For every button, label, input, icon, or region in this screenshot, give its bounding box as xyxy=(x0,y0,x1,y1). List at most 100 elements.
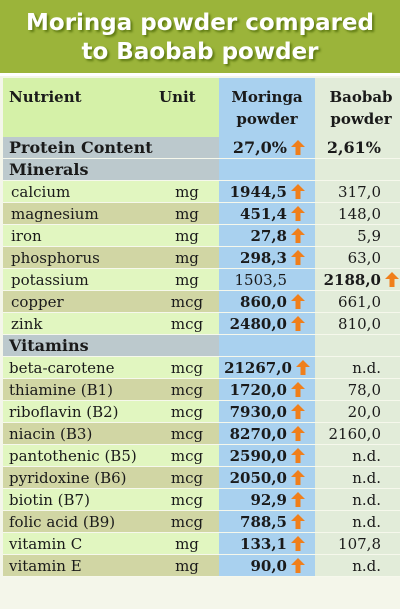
moringa-cell: 1720,0 xyxy=(219,378,315,401)
nutrient-name: niacin (B3) xyxy=(3,422,155,445)
nutrient-name: pantothenic (B5) xyxy=(3,444,155,467)
baobab-value: 661,0 xyxy=(338,292,381,311)
up-arrow-icon xyxy=(291,293,305,309)
moringa-cell: 2480,0 xyxy=(219,312,315,335)
baobab-cell: 317,0 xyxy=(315,180,400,203)
baobab-cell: n.d. xyxy=(315,466,400,489)
baobab-value: 2188,0 xyxy=(323,270,381,289)
section-row: Vitamins xyxy=(3,334,400,357)
unit-value: mcg xyxy=(155,488,219,511)
moringa-value: 298,3 xyxy=(240,248,287,267)
table-row: thiamine (B1) mcg 1720,0 78,0 xyxy=(3,378,400,401)
baobab-cell: 2160,0 xyxy=(315,422,400,445)
table-row: phosphorus mg 298,3 63,0 xyxy=(3,246,400,269)
section-baobab-cell xyxy=(315,158,400,181)
up-arrow-icon xyxy=(291,469,305,485)
up-arrow-icon xyxy=(291,205,305,221)
header-unit: Unit xyxy=(155,78,219,137)
baobab-cell: 107,8 xyxy=(315,532,400,555)
up-arrow-icon xyxy=(291,381,305,397)
baobab-cell: n.d. xyxy=(315,356,400,379)
up-arrow-icon xyxy=(295,359,310,375)
nutrient-name: potassium xyxy=(3,268,155,291)
nutrient-table: Nutrient Unit Moringa powder Baobab powd… xyxy=(3,78,400,577)
moringa-value: 2590,0 xyxy=(229,446,287,465)
moringa-value: 860,0 xyxy=(240,292,287,311)
moringa-cell: 860,0 xyxy=(219,290,315,313)
up-arrow-icon xyxy=(291,425,305,441)
nutrient-name: pyridoxine (B6) xyxy=(3,466,155,489)
baobab-cell: n.d. xyxy=(315,444,400,467)
baobab-cell: 63,0 xyxy=(315,246,400,269)
moringa-value: 451,4 xyxy=(240,204,287,223)
baobab-cell: n.d. xyxy=(315,488,400,511)
up-arrow-icon xyxy=(291,315,305,331)
baobab-value: 148,0 xyxy=(338,204,381,223)
baobab-cell: 810,0 xyxy=(315,312,400,335)
moringa-value: 1944,5 xyxy=(229,182,287,201)
nutrient-name: calcium xyxy=(3,180,155,203)
baobab-value: n.d. xyxy=(352,468,381,487)
table-row: potassium mg 1503,5 2188,0 xyxy=(3,268,400,291)
unit-value: mcg xyxy=(155,466,219,489)
baobab-cell: 148,0 xyxy=(315,202,400,225)
unit-value: mg xyxy=(155,180,219,203)
section-moringa-cell xyxy=(219,158,315,181)
moringa-cell: 451,4 xyxy=(219,202,315,225)
unit-value: mg xyxy=(155,224,219,247)
header-nutrient: Nutrient xyxy=(3,78,155,137)
baobab-cell: 2,61% xyxy=(315,137,400,159)
unit-value: mg xyxy=(155,268,219,291)
moringa-cell: 8270,0 xyxy=(219,422,315,445)
up-arrow-icon xyxy=(291,557,305,573)
header-baobab-line-2: powder xyxy=(330,110,392,128)
section-label: Vitamins xyxy=(3,334,155,357)
header-moringa-line-2: powder xyxy=(236,110,298,128)
table-row: folic acid (B9) mcg 788,5 n.d. xyxy=(3,510,400,533)
moringa-cell: 2590,0 xyxy=(219,444,315,467)
moringa-cell: 2050,0 xyxy=(219,466,315,489)
section-unit-cell xyxy=(155,334,219,357)
moringa-cell: 133,1 xyxy=(219,532,315,555)
baobab-cell: 20,0 xyxy=(315,400,400,423)
nutrient-name: magnesium xyxy=(3,202,155,225)
moringa-value: 8270,0 xyxy=(229,424,287,443)
moringa-value: 92,9 xyxy=(250,490,287,509)
unit-value: mcg xyxy=(155,400,219,423)
moringa-value: 1503,5 xyxy=(234,270,288,289)
unit-value: mg xyxy=(155,554,219,577)
baobab-value: 810,0 xyxy=(338,314,381,333)
nutrient-name: thiamine (B1) xyxy=(3,378,155,401)
up-arrow-icon xyxy=(291,183,305,199)
table-row: iron mg 27,8 5,9 xyxy=(3,224,400,247)
baobab-cell: 78,0 xyxy=(315,378,400,401)
baobab-cell: 2188,0 xyxy=(315,268,400,291)
nutrient-name: beta-carotene xyxy=(3,356,155,379)
up-arrow-icon xyxy=(291,227,305,243)
moringa-value: 2480,0 xyxy=(229,314,287,333)
table-row: beta-carotene mcg 21267,0 n.d. xyxy=(3,356,400,379)
moringa-cell: 27,0% xyxy=(219,137,315,159)
table-row: biotin (B7) mcg 92,9 n.d. xyxy=(3,488,400,511)
table-row: riboflavin (B2) mcg 7930,0 20,0 xyxy=(3,400,400,423)
unit-value: mg xyxy=(155,532,219,555)
protein-row: Protein Content 27,0% 2,61% xyxy=(3,137,400,159)
baobab-value: 317,0 xyxy=(338,182,381,201)
moringa-value: 788,5 xyxy=(240,512,287,531)
baobab-cell: n.d. xyxy=(315,554,400,577)
header-baobab: Baobab powder xyxy=(315,78,400,137)
title-line-1: Moringa powder compared xyxy=(26,10,374,36)
title-line-2: to Baobab powder xyxy=(81,39,319,65)
moringa-cell: 1503,5 xyxy=(219,268,315,291)
header-moringa-line-1: Moringa xyxy=(231,88,303,106)
nutrient-name: vitamin C xyxy=(3,532,155,555)
baobab-value: 107,8 xyxy=(338,534,381,553)
baobab-value: n.d. xyxy=(352,556,381,575)
header-moringa: Moringa powder xyxy=(219,78,315,137)
moringa-value: 21267,0 xyxy=(224,358,292,377)
up-arrow-icon xyxy=(291,139,305,155)
moringa-value: 90,0 xyxy=(250,556,287,575)
table-row: pyridoxine (B6) mcg 2050,0 n.d. xyxy=(3,466,400,489)
table-row: calcium mg 1944,5 317,0 xyxy=(3,180,400,203)
